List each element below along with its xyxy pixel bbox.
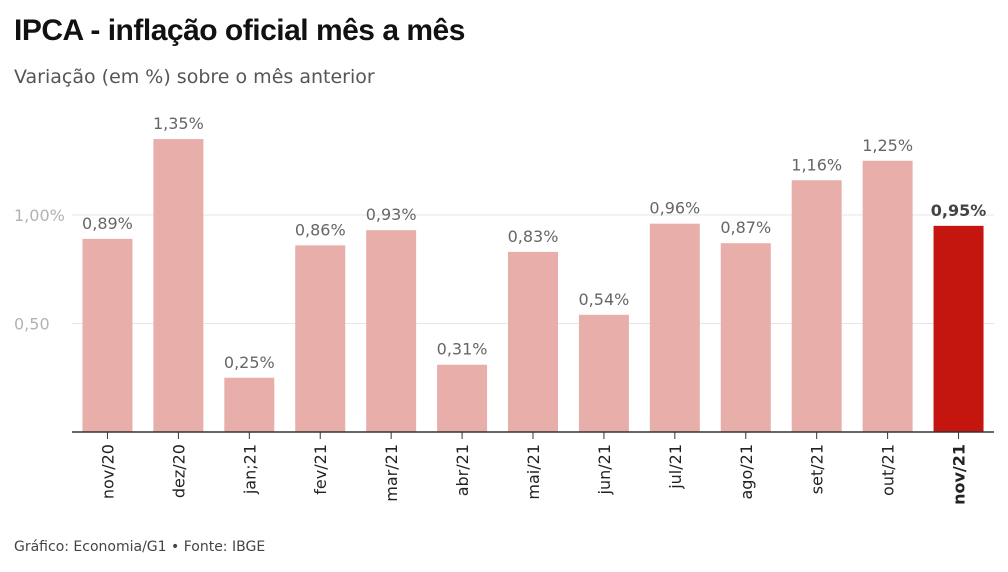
y-tick-label: 1,00% <box>14 206 65 225</box>
x-axis: nov/20 dez/20 jan;21 fev/21 mar/21 abr/21 mai/… <box>72 431 994 505</box>
bar <box>437 364 488 432</box>
bar <box>649 223 700 432</box>
bar <box>508 251 558 432</box>
data-label: 0,95% <box>931 201 987 220</box>
x-tick-label: jun/21 <box>595 444 614 495</box>
x-tick-label: fev/21 <box>311 444 330 495</box>
bar <box>720 243 771 432</box>
bar-highlight <box>933 225 984 432</box>
x-tick-label: nov/21 <box>950 444 969 505</box>
x-tick-label: jul/21 <box>666 444 685 490</box>
x-tick-label: abr/21 <box>453 444 472 496</box>
chart-source: Gráfico: Economia/G1 • Fonte: IBGE <box>14 539 266 555</box>
data-label: 0,54% <box>579 290 630 309</box>
x-tick-label: mar/21 <box>382 444 401 502</box>
bar <box>153 139 204 433</box>
bar <box>224 377 275 432</box>
bar <box>295 245 346 432</box>
data-label: 0,31% <box>437 340 488 359</box>
x-tick-label: dez/20 <box>169 444 188 498</box>
x-tick-label: ago/21 <box>737 444 756 500</box>
bar <box>366 230 417 432</box>
bar <box>578 314 629 432</box>
data-label: 0,83% <box>508 227 559 246</box>
data-label: 1,25% <box>862 136 913 155</box>
x-tick-label: mai/21 <box>524 444 543 500</box>
x-tick-label: out/21 <box>879 444 898 496</box>
x-tick-label: set/21 <box>808 444 827 494</box>
data-label: 0,87% <box>720 218 771 237</box>
x-tick-label: nov/20 <box>98 444 117 499</box>
data-labels: 0,89% 1,35% 0,25% 0,86% 0,93% 0,31% 0,83% 0,54%… <box>82 114 986 372</box>
data-label: 1,35% <box>153 114 204 133</box>
data-label: 0,86% <box>295 220 346 239</box>
bars <box>82 139 984 433</box>
data-label: 0,96% <box>649 199 700 218</box>
data-label: 1,16% <box>791 155 842 174</box>
y-tick-label: 0,50 <box>14 315 50 334</box>
bar-chart: 0,50 1,00% 0,89% 1,35% 0,25% 0,86% 0,93% 0,31%… <box>14 114 994 505</box>
bar <box>82 238 133 432</box>
bar <box>862 160 913 432</box>
data-label: 0,25% <box>224 353 275 372</box>
chart-title: IPCA - inflação oficial mês a mês <box>14 14 465 47</box>
chart-subtitle: Variação (em %) sobre o mês anterior <box>14 66 375 88</box>
x-tick-label: jan;21 <box>240 444 259 495</box>
data-label: 0,93% <box>366 205 417 224</box>
bar <box>791 180 842 432</box>
data-label: 0,89% <box>82 214 133 233</box>
